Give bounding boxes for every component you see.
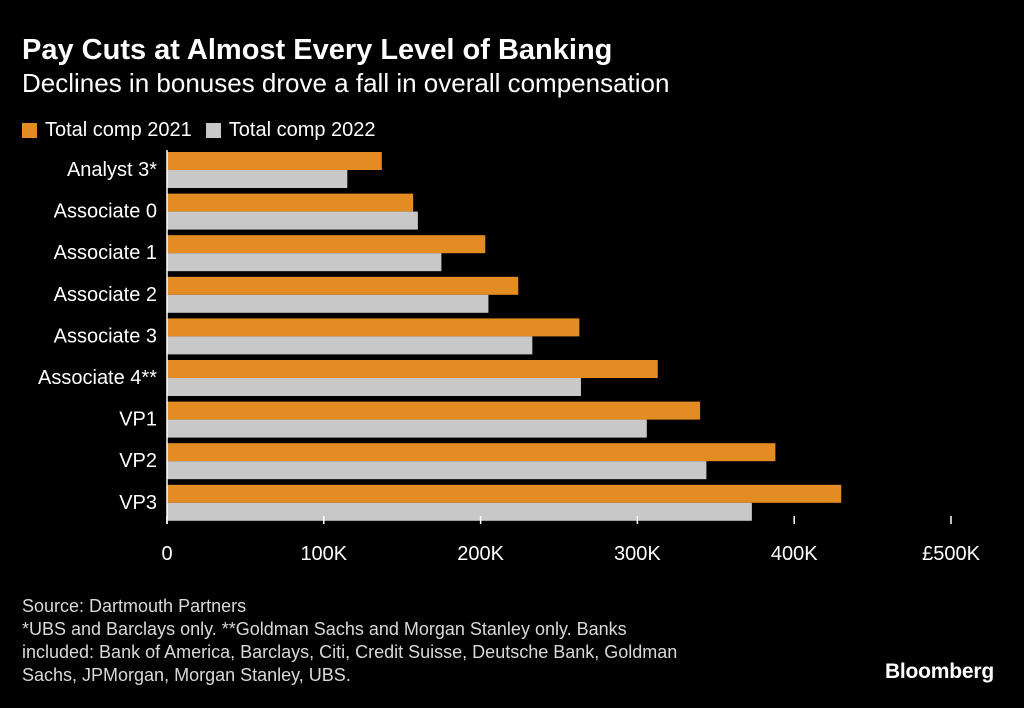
bar-2022	[167, 461, 707, 480]
bar-2021	[167, 443, 776, 462]
category-label: Analyst 3*	[67, 159, 157, 181]
bar-2021	[167, 276, 519, 295]
bar-2021	[167, 235, 486, 254]
x-tick-label: 200K	[457, 543, 504, 565]
x-tick-label: £500K	[922, 543, 980, 565]
bar-2021	[167, 152, 382, 170]
x-tick-label: 0	[161, 543, 172, 565]
bar-2021	[167, 193, 414, 212]
bar-2021	[167, 484, 842, 503]
bloomberg-logo: Bloomberg	[884, 660, 994, 683]
legend-swatch-2021	[22, 123, 37, 138]
legend-item-2022: Total comp 2022	[205, 119, 376, 142]
category-label: VP3	[119, 492, 157, 514]
bar-2022	[167, 211, 418, 230]
category-label: Associate 0	[54, 201, 157, 223]
bar-2022	[167, 419, 647, 438]
chart-title: Pay Cuts at Almost Every Level of Bankin…	[22, 34, 613, 66]
bar-2021	[167, 318, 580, 337]
footnote-line-2: included: Bank of America, Barclays, Cit…	[22, 642, 678, 662]
footnote-line-1: *UBS and Barclays only. **Goldman Sachs …	[22, 619, 627, 639]
category-label: Associate 3	[54, 325, 157, 347]
x-tick-label: 100K	[300, 543, 347, 565]
legend-label-2022: Total comp 2022	[228, 119, 376, 141]
legend-label-2021: Total comp 2021	[45, 119, 192, 141]
bar-2021	[167, 360, 658, 378]
category-label: Associate 1	[54, 242, 157, 264]
bar-2022	[167, 336, 533, 355]
x-tick-label: 300K	[614, 543, 661, 565]
bar-2022	[167, 502, 752, 521]
bar-2022	[167, 170, 348, 188]
legend-item-2021: Total comp 2021	[22, 119, 192, 142]
chart-subtitle: Declines in bonuses drove a fall in over…	[22, 68, 670, 98]
x-tick-label: 400K	[771, 543, 818, 565]
legend-swatch-2022	[205, 123, 221, 138]
footer: Source: Dartmouth Partners *UBS and Barc…	[22, 595, 842, 687]
footnote-line-3: Sachs, JPMorgan, Morgan Stanley, UBS.	[22, 665, 351, 685]
bar-2022	[167, 294, 489, 313]
category-label: Associate 2	[54, 284, 157, 306]
bar-2022	[167, 378, 581, 396]
category-label: Associate 4**	[38, 367, 157, 389]
category-label: VP2	[119, 450, 157, 472]
legend: Total comp 2021 Total comp 2022	[22, 119, 390, 142]
bar-2021	[167, 401, 701, 420]
category-label: VP1	[119, 409, 157, 431]
source-note: Source: Dartmouth Partners	[22, 596, 247, 616]
bar-2022	[167, 253, 442, 272]
